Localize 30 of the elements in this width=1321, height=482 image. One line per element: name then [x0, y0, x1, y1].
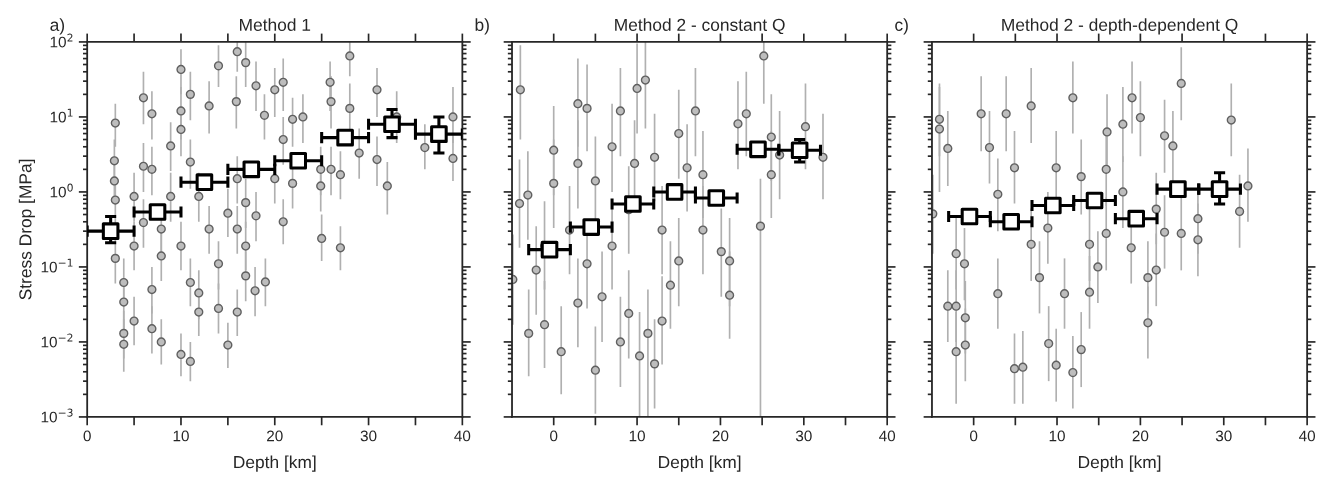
x-tick-label: 0 [550, 430, 558, 442]
y-axis-title: Stress Drop [MPa] [18, 159, 35, 300]
x-tick-label: 0 [83, 430, 91, 442]
x-tick-label: 30 [1215, 430, 1232, 442]
chart-title: Method 2 - constant Q [615, 18, 785, 35]
x-tick-label: 40 [454, 430, 471, 442]
y-tick-label: 10$^{−3}$ [41, 408, 73, 423]
chart-title: Method 1 [240, 18, 311, 31]
x-tick-label: 30 [795, 430, 812, 442]
x-axis-title: Depth [km] [1079, 455, 1161, 472]
chart-title: Method 2 - depth-dependent Q [1002, 18, 1238, 35]
x-axis-title: Depth [km] [659, 455, 741, 472]
x-tick-label: 40 [1298, 430, 1316, 442]
text: c) [895, 18, 908, 35]
x-tick-label: 10 [1049, 430, 1065, 442]
y-tick-label: 10$^{−1}$ [41, 258, 73, 273]
y-tick-label: 10$^{−2}$ [41, 333, 73, 348]
x-tick-label: 20 [267, 430, 283, 442]
text: a) [50, 18, 65, 35]
x-tick-label: 0 [970, 430, 978, 442]
x-tick-label: 30 [360, 430, 377, 442]
x-tick-label: 20 [712, 430, 729, 442]
text: b) [475, 18, 489, 35]
y-tick-label: 10$^{1}$ [50, 108, 73, 123]
x-tick-label: 20 [1132, 430, 1149, 442]
x-axis-title: Depth [km] [234, 455, 316, 472]
x-tick-label: 10 [173, 430, 189, 442]
y-tick-label: 10$^{0}$ [50, 183, 73, 198]
x-tick-label: 40 [879, 430, 896, 442]
x-tick-label: 10 [629, 430, 645, 442]
